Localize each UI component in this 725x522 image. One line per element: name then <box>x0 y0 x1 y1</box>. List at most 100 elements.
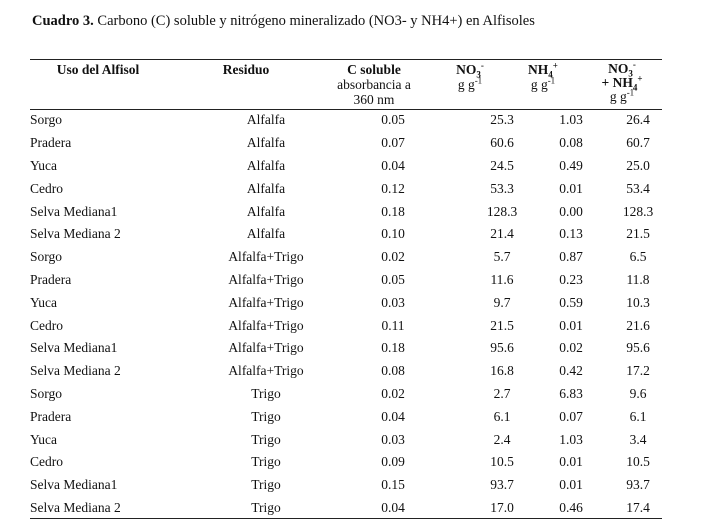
uso-cell: Pradera <box>30 271 72 287</box>
residuo-cell: Trigo <box>251 408 281 424</box>
data-table: Sorgo Alfalfa 0.05 25.3 1.03 26.4 Pradera Alfal… <box>30 109 662 519</box>
uso-cell: Selva Mediana1 <box>30 203 118 219</box>
uso-cell: Selva Mediana1 <box>30 477 118 493</box>
sum-cell: 25.0 <box>626 157 650 173</box>
sum-cell: 53.4 <box>626 180 650 196</box>
no3-cell: 11.6 <box>490 271 514 287</box>
residuo-cell: Trigo <box>251 385 281 401</box>
c-soluble-cell: 0.08 <box>381 363 405 379</box>
sum-cell: 11.8 <box>626 271 650 287</box>
uso-cell: Selva Mediana 2 <box>30 499 121 515</box>
no3-cell: 53.3 <box>490 180 514 196</box>
sum-cell: 17.4 <box>626 499 650 515</box>
sum-cell: 17.2 <box>626 363 650 379</box>
caption-label: Cuadro 3. <box>32 13 94 29</box>
nh4-cell: 0.23 <box>559 271 583 287</box>
no3-cell: 6.1 <box>493 408 511 424</box>
sum-cell: 6.5 <box>629 249 647 265</box>
c-soluble-cell: 0.02 <box>381 249 405 265</box>
no3-cell: 93.7 <box>490 477 514 493</box>
nh4-cell: 0.49 <box>559 157 583 173</box>
header-nh4: NH4+ g g-1 <box>528 60 558 92</box>
c-soluble-cell: 0.04 <box>381 408 405 424</box>
residuo-cell: Alfalfa <box>246 226 286 242</box>
c-soluble-cell: 0.11 <box>381 317 405 333</box>
uso-cell: Yuca <box>30 294 57 310</box>
uso-cell: Sorgo <box>30 112 63 128</box>
header-uso: Uso del Alfisol <box>56 62 140 77</box>
c-soluble-cell: 0.15 <box>381 477 405 493</box>
no3-cell: 25.3 <box>490 112 514 128</box>
c-soluble-cell: 0.03 <box>381 294 405 310</box>
uso-cell: Selva Mediana 2 <box>30 226 121 242</box>
uso-cell: Selva Mediana 2 <box>30 363 121 379</box>
residuo-cell: Alfalfa+Trigo <box>228 340 304 356</box>
no3-cell: 2.4 <box>493 431 511 447</box>
nh4-cell: 0.46 <box>559 499 583 515</box>
sum-cell: 95.6 <box>626 340 650 356</box>
sum-cell: 26.4 <box>626 112 650 128</box>
uso-cell: Sorgo <box>30 249 63 265</box>
nh4-cell: 6.83 <box>559 385 583 401</box>
table-row: Yuca Trigo 0.03 2.4 1.03 3.4 <box>30 428 662 451</box>
caption-text: Carbono (C) soluble y nitrógeno minerali… <box>93 13 535 29</box>
header-rule <box>30 109 662 110</box>
sum-cell: 6.1 <box>629 408 647 424</box>
header-sum: NO3- + NH4+ g g-1 <box>601 59 643 104</box>
nh4-cell: 0.01 <box>559 454 583 470</box>
table-row: Selva Mediana 2 Trigo 0.04 17.0 0.46 17.4 <box>30 497 662 520</box>
nh4-cell: 1.03 <box>559 112 583 128</box>
no3-cell: 2.7 <box>493 385 511 401</box>
table-row: Selva Mediana1 Trigo 0.15 93.7 0.01 93.7 <box>30 474 662 497</box>
nh4-cell: 0.00 <box>559 203 583 219</box>
no3-cell: 60.6 <box>490 135 514 151</box>
nh4-cell: 0.01 <box>559 477 583 493</box>
header-no3: NO3- g g-1 <box>456 60 484 92</box>
table-row: Yuca Alfalfa 0.04 24.5 0.49 25.0 <box>30 155 662 178</box>
table-row: Sorgo Trigo 0.02 2.7 6.83 9.6 <box>30 383 662 406</box>
uso-cell: Cedro <box>30 180 63 196</box>
table-row: Selva Mediana1 Alfalfa 0.18 128.3 0.00 128.3 <box>30 200 662 223</box>
c-soluble-cell: 0.02 <box>381 385 405 401</box>
sum-cell: 10.3 <box>626 294 650 310</box>
table-row: Selva Mediana 2 Alfalfa 0.10 21.4 0.13 21.5 <box>30 223 662 246</box>
no3-cell: 128.3 <box>486 203 518 219</box>
table-row: Selva Mediana 2 Alfalfa+Trigo 0.08 16.8 0.42… <box>30 360 662 383</box>
uso-cell: Yuca <box>30 431 57 447</box>
no3-cell: 5.7 <box>493 249 511 265</box>
no3-cell: 24.5 <box>490 157 514 173</box>
residuo-cell: Alfalfa <box>246 112 286 128</box>
residuo-cell: Trigo <box>251 431 281 447</box>
table-row: Cedro Trigo 0.09 10.5 0.01 10.5 <box>30 451 662 474</box>
no3-cell: 9.7 <box>493 294 511 310</box>
table-row: Pradera Trigo 0.04 6.1 0.07 6.1 <box>30 405 662 428</box>
sum-cell: 128.3 <box>622 203 654 219</box>
uso-cell: Yuca <box>30 157 57 173</box>
sum-cell: 9.6 <box>629 385 647 401</box>
table-row: Cedro Alfalfa+Trigo 0.11 21.5 0.01 21.6 <box>30 314 662 337</box>
header-residuo: Residuo <box>222 62 270 77</box>
residuo-cell: Trigo <box>251 499 281 515</box>
residuo-cell: Alfalfa <box>246 203 286 219</box>
nh4-cell: 0.01 <box>559 317 583 333</box>
c-soluble-cell: 0.10 <box>381 226 405 242</box>
table-caption: Cuadro 3. Carbono (C) soluble y nitrógen… <box>32 13 535 30</box>
c-soluble-cell: 0.04 <box>381 499 405 515</box>
c-soluble-cell: 0.18 <box>381 340 405 356</box>
table-row: Sorgo Alfalfa 0.05 25.3 1.03 26.4 <box>30 109 662 132</box>
table-row: Sorgo Alfalfa+Trigo 0.02 5.7 0.87 6.5 <box>30 246 662 269</box>
residuo-cell: Trigo <box>251 477 281 493</box>
uso-cell: Sorgo <box>30 385 63 401</box>
nh4-cell: 1.03 <box>559 431 583 447</box>
uso-cell: Cedro <box>30 454 63 470</box>
residuo-cell: Alfalfa+Trigo <box>228 317 304 333</box>
residuo-cell: Alfalfa+Trigo <box>228 363 304 379</box>
residuo-cell: Alfalfa+Trigo <box>228 294 304 310</box>
table-row: Pradera Alfalfa 0.07 60.6 0.08 60.7 <box>30 132 662 155</box>
nh4-cell: 0.42 <box>559 363 583 379</box>
residuo-cell: Alfalfa <box>246 180 286 196</box>
bottom-rule <box>30 518 662 519</box>
c-soluble-cell: 0.05 <box>381 112 405 128</box>
nh4-cell: 0.87 <box>559 249 583 265</box>
no3-cell: 21.4 <box>490 226 514 242</box>
